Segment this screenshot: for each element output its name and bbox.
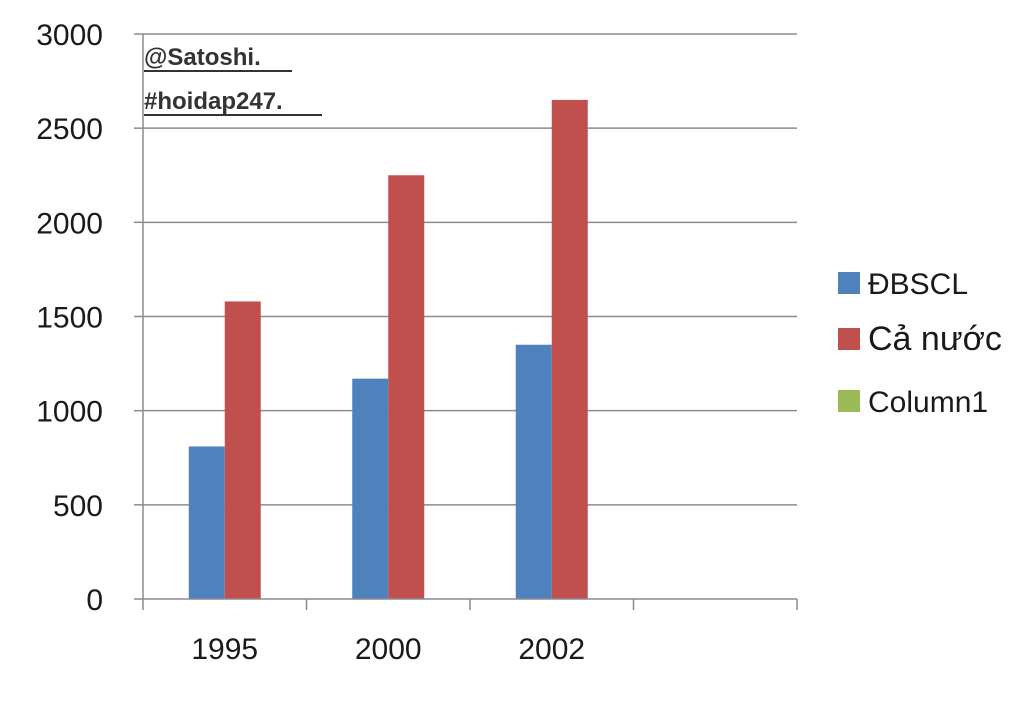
axes	[134, 33, 798, 610]
y-tick-label: 1000	[36, 396, 103, 429]
y-tick-label: 3000	[36, 19, 103, 52]
y-tick-label: 0	[86, 584, 103, 617]
legend-swatch-1	[838, 328, 860, 350]
tick-labels: 0 500 1000 1500 2000 2500 3000 1995 2000 2002	[36, 19, 585, 666]
watermark: @Satoshi. #hoidap247.	[144, 44, 322, 116]
bar-Cả nước-1995	[224, 301, 261, 599]
legend: ĐBSCL Cả nước Column1	[838, 268, 1002, 419]
y-tick-label: 2000	[36, 207, 103, 240]
y-tick-label: 2500	[36, 113, 103, 146]
watermark-line-1: #hoidap247.	[144, 88, 283, 115]
bar-Cả nước-2000	[388, 175, 425, 599]
y-tick-label: 1500	[36, 302, 103, 335]
bar-ĐBSCL-2002	[515, 344, 552, 599]
bar-Cả nước-2002	[551, 99, 588, 600]
x-tick-label: 2000	[355, 633, 422, 666]
legend-label-0: ĐBSCL	[868, 268, 968, 301]
legend-swatch-2	[838, 390, 860, 412]
x-tick-label: 1995	[191, 633, 258, 666]
x-tick-label: 2002	[518, 633, 585, 666]
legend-swatch-0	[838, 272, 860, 294]
legend-label-2: Column1	[868, 386, 988, 419]
bar-ĐBSCL-2000	[352, 378, 389, 599]
bar-ĐBSCL-1995	[188, 446, 225, 599]
bars	[188, 99, 588, 600]
y-tick-label: 500	[53, 490, 103, 523]
legend-label-1: Cả nước	[868, 320, 1002, 358]
watermark-line-0: @Satoshi.	[144, 44, 261, 71]
